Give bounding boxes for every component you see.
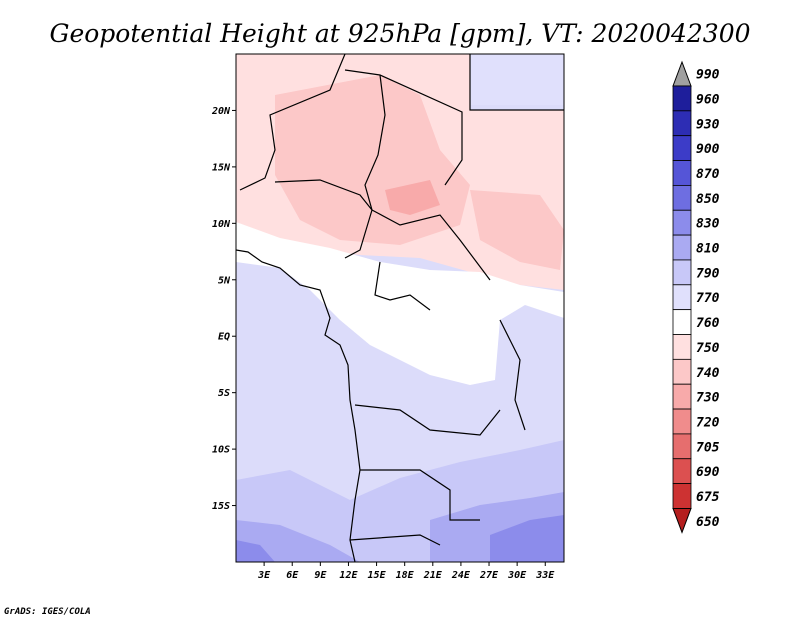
lat-tick-label: 5N xyxy=(218,275,231,286)
colorbar-label: 810 xyxy=(696,242,720,257)
colorbar-label: 650 xyxy=(696,515,720,530)
colorbar-swatch xyxy=(672,334,692,360)
map-boundaries xyxy=(236,54,564,562)
height-field xyxy=(236,54,564,562)
colorbar-swatch xyxy=(672,110,692,137)
lat-tick-label: 20N xyxy=(211,106,231,117)
lon-tick-label: 3E xyxy=(257,570,271,581)
lon-tick-label: 12E xyxy=(339,570,358,581)
colorbar-swatch xyxy=(672,408,692,435)
colorbar-swatch xyxy=(672,483,692,509)
colorbar-swatch xyxy=(672,85,692,112)
lat-tick-label: 15N xyxy=(212,162,231,173)
lat-tick-label: EQ xyxy=(218,332,230,343)
colorbar-swatch xyxy=(672,234,692,261)
colorbar-label: 850 xyxy=(696,192,720,207)
colorbar-label: 730 xyxy=(696,391,720,406)
colorbar-label: 790 xyxy=(696,266,720,281)
colorbar-label: 770 xyxy=(696,291,720,306)
colorbar-swatch xyxy=(672,383,692,410)
colorbar-label: 760 xyxy=(696,316,720,331)
colorbar-top-arrow xyxy=(672,60,692,87)
colorbar-label: 930 xyxy=(696,117,720,132)
lat-tick-label: 10S xyxy=(212,445,230,456)
colorbar-label: 705 xyxy=(696,440,720,455)
lon-tick-label: 33E xyxy=(535,570,555,581)
latitude-axis: 20N 15N 10N 5N EQ 5S 10S 15S xyxy=(211,106,236,512)
lon-tick-label: 24E xyxy=(451,570,471,581)
colorbar-label: 870 xyxy=(696,167,720,182)
colorbar-label: 960 xyxy=(696,92,720,107)
colorbar-label: 830 xyxy=(696,217,720,232)
colorbar: 990 960 930 900 870 850 830 810 790 770 760 750 740 7… xyxy=(672,60,720,534)
colorbar-swatch xyxy=(672,309,692,335)
grads-credit: GrADS: IGES/COLA xyxy=(4,607,91,617)
colorbar-bottom-arrow xyxy=(672,507,692,534)
colorbar-swatch xyxy=(672,284,692,311)
lon-tick-label: 18E xyxy=(396,570,415,581)
colorbar-label: 990 xyxy=(696,68,720,83)
longitude-axis: 3E 6E 9E 12E 15E 18E 21E 24E 27E 30E 33E xyxy=(257,562,555,581)
colorbar-label: 740 xyxy=(696,366,720,381)
map-title: Geopotential Height at 925hPa [gpm], VT:… xyxy=(49,19,750,48)
lon-tick-label: 15E xyxy=(368,570,387,581)
colorbar-swatch xyxy=(672,184,692,211)
colorbar-label: 900 xyxy=(696,142,720,157)
colorbar-swatch xyxy=(672,358,692,385)
lon-tick-label: 9E xyxy=(314,570,327,581)
lon-tick-label: 6E xyxy=(286,570,299,581)
lat-tick-label: 10N xyxy=(212,219,231,230)
colorbar-swatch xyxy=(672,209,692,236)
colorbar-label: 750 xyxy=(696,341,720,356)
colorbar-label: 720 xyxy=(696,415,720,430)
lat-tick-label: 15S xyxy=(212,501,230,512)
colorbar-swatch xyxy=(672,433,692,460)
colorbar-label: 690 xyxy=(696,465,720,480)
colorbar-swatch xyxy=(672,458,692,485)
colorbar-label: 675 xyxy=(696,490,720,505)
colorbar-swatch xyxy=(672,135,692,161)
colorbar-swatch xyxy=(672,160,692,186)
colorbar-swatch xyxy=(672,259,692,286)
map-frame xyxy=(235,53,565,563)
lon-tick-label: 21E xyxy=(423,570,443,581)
lon-tick-label: 30E xyxy=(507,570,527,581)
lon-tick-label: 27E xyxy=(479,570,499,581)
lat-tick-label: 5S xyxy=(218,388,230,399)
